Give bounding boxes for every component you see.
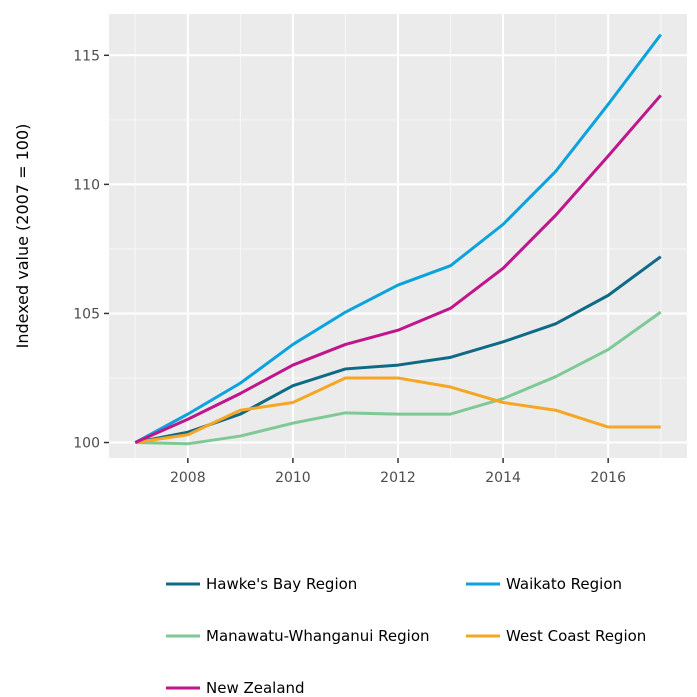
major-gridlines [109, 14, 687, 458]
legend-label-2: Waikato Region [506, 575, 622, 593]
x-tick-label: 2016 [590, 470, 626, 486]
minor-gridlines [109, 14, 687, 458]
series-line-5 [134, 94, 662, 444]
y-tick-label: 110 [73, 177, 100, 193]
series-line-4 [135, 376, 661, 444]
y-axis: 100 105 110 115 [73, 48, 109, 452]
y-tick-label: 100 [73, 436, 100, 452]
x-tick-label: 2010 [275, 470, 311, 486]
y-tick-label: 115 [73, 48, 100, 64]
x-axis: 2008 2010 2012 2014 2016 [170, 458, 626, 486]
x-tick-label: 2014 [485, 470, 521, 486]
series-line-2 [134, 33, 662, 444]
y-tick-label: 105 [73, 306, 100, 322]
series-line-1 [134, 255, 662, 444]
legend-label-3: Manawatu-Whanganui Region [206, 627, 430, 645]
y-axis-title: Indexed value (2007 = 100) [13, 124, 32, 349]
x-tick-label: 2012 [380, 470, 416, 486]
legend: Hawke's Bay Region Waikato Region Manawatu… [166, 575, 646, 697]
series-lines [134, 33, 662, 446]
legend-label-4: West Coast Region [506, 627, 646, 645]
x-tick-label: 2008 [170, 470, 206, 486]
legend-label-5: New Zealand [206, 679, 305, 697]
series-line-3 [135, 310, 662, 446]
legend-label-1: Hawke's Bay Region [206, 575, 357, 593]
